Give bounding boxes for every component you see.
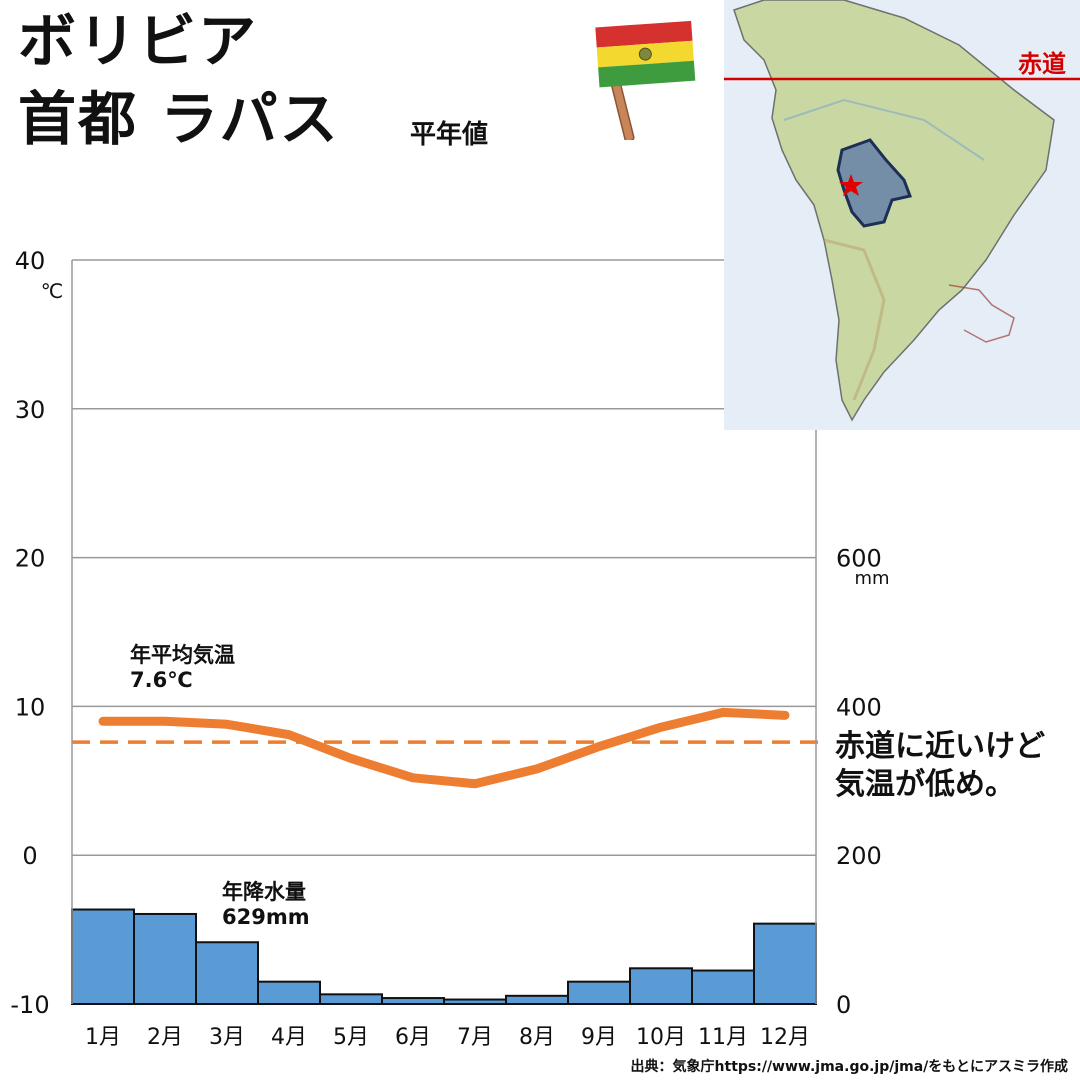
temperature-point [102, 720, 104, 723]
temperature-point [660, 726, 662, 729]
annual-mean-temp-annotation: 年平均気温 7.6℃ [130, 643, 235, 693]
precip-bar [133, 912, 197, 1006]
annual-precip-value: 629mm [222, 905, 310, 930]
star-icon [839, 174, 863, 196]
temperature-point [226, 723, 228, 726]
comment-line-2: 気温が低め。 [835, 766, 1015, 802]
comment-text: 赤道に近いけど 気温が低め。 [835, 728, 1045, 803]
temperature-point [164, 720, 166, 723]
temperature-point [598, 745, 600, 748]
country-title: ボリビア [18, 7, 259, 75]
month-label: 5月 [333, 1025, 369, 1050]
continent-shape [733, 0, 1055, 422]
precip-bar [505, 994, 569, 1005]
left-axis-unit: ℃ [41, 279, 63, 303]
precip-bar [257, 980, 321, 1005]
month-label: 4月 [271, 1025, 307, 1050]
annual-mean-temp-label: 年平均気温 [130, 643, 235, 667]
month-label: 7月 [457, 1025, 493, 1050]
south-america-map [724, 0, 1080, 430]
precip-bar [195, 941, 259, 1005]
right-tick-label: 600 [836, 545, 882, 573]
month-label: 10月 [636, 1025, 686, 1050]
temperature-point [474, 782, 476, 785]
precip-bar [443, 998, 507, 1006]
left-tick-label: 40 [15, 247, 46, 275]
month-label: 2月 [147, 1025, 183, 1050]
comment-line-1: 赤道に近いけど [835, 729, 1045, 764]
temperature-line [98, 707, 790, 789]
left-tick-label: -10 [10, 991, 49, 1019]
capital-title: 首都 ラパス [18, 85, 340, 153]
temperature-series-line [98, 707, 790, 789]
equator-line [724, 77, 1080, 81]
subtitle-normals: 平年値 [410, 120, 489, 150]
right-tick-label: 0 [836, 991, 851, 1019]
precip-bar [71, 908, 135, 1006]
month-label: 6月 [395, 1025, 431, 1050]
left-tick-label: 10 [15, 693, 46, 721]
precip-bar [567, 980, 631, 1005]
right-tick-label: 200 [836, 842, 882, 870]
precip-bar [691, 969, 755, 1006]
month-label: 3月 [209, 1025, 245, 1050]
equator-label: 赤道 [1018, 50, 1066, 78]
month-label: 1月 [85, 1025, 121, 1050]
temperature-point [288, 733, 290, 736]
left-tick-label: 0 [22, 842, 37, 870]
grid-lines [72, 259, 816, 1005]
temperature-point [536, 767, 538, 770]
temperature-point [722, 711, 724, 714]
precip-bar [319, 993, 383, 1006]
right-tick-label: 400 [836, 693, 882, 721]
right-axis-unit: mm [854, 568, 889, 589]
month-label: 8月 [519, 1025, 555, 1050]
left-tick-label: 20 [15, 545, 46, 573]
annual-precip-annotation: 年降水量 629mm [222, 880, 310, 930]
precip-bar [381, 997, 445, 1005]
precip-bar [629, 967, 693, 1006]
axes [71, 260, 817, 1004]
annual-mean-temp-value: 7.6℃ [130, 668, 193, 693]
source-credit: 出典：気象庁https://www.jma.go.jp/jma/をもとにアスミラ… [630, 1059, 1068, 1075]
annual-precip-label: 年降水量 [222, 880, 306, 904]
precip-bar [753, 922, 817, 1006]
month-label: 9月 [581, 1025, 617, 1050]
bolivia-highlight [836, 138, 913, 228]
month-label: 11月 [698, 1025, 748, 1050]
month-label: 12月 [760, 1025, 810, 1050]
left-tick-label: 30 [15, 396, 46, 424]
precipitation-bars [71, 908, 817, 1006]
temperature-point [784, 714, 786, 717]
temperature-point [350, 757, 352, 760]
temperature-point [412, 776, 414, 779]
